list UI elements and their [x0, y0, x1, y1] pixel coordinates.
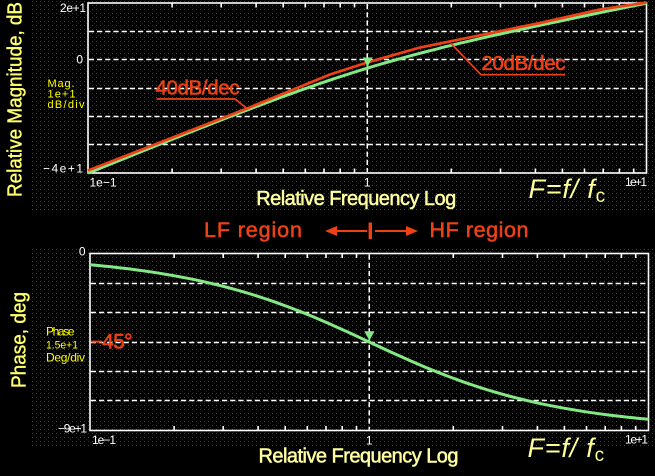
svg-text:Deg/div: Deg/div: [46, 351, 85, 365]
svg-text:Relative Frequency Log: Relative Frequency Log: [256, 188, 456, 210]
svg-text:LF region: LF region: [204, 218, 302, 242]
svg-text:1e−1: 1e−1: [90, 176, 117, 190]
svg-text:1e−1: 1e−1: [92, 433, 116, 447]
svg-text:Relative Frequency Log: Relative Frequency Log: [259, 446, 459, 468]
svg-text:0: 0: [79, 245, 86, 259]
svg-text:Phase, deg: Phase, deg: [9, 292, 31, 388]
svg-text:1e+1: 1e+1: [48, 89, 76, 101]
svg-text:−9e+1: −9e+1: [58, 422, 87, 436]
svg-text:1e+1: 1e+1: [625, 175, 647, 189]
svg-text:2e+1: 2e+1: [60, 1, 86, 15]
svg-text:F=f/ fc: F=f/ fc: [529, 174, 606, 207]
svg-text:1e+1: 1e+1: [625, 433, 648, 447]
svg-text:1.5e+1: 1.5e+1: [46, 340, 78, 352]
svg-text:Mag.: Mag.: [48, 78, 75, 90]
svg-text:40dB/dec: 40dB/dec: [156, 77, 240, 100]
svg-text:HF region: HF region: [430, 218, 529, 242]
svg-text:dB/div: dB/div: [48, 99, 86, 111]
svg-text:−45°: −45°: [91, 331, 133, 354]
svg-text:1: 1: [364, 176, 371, 190]
svg-text:Relative Magnitude, dB: Relative Magnitude, dB: [5, 2, 27, 197]
svg-text:20dB/dec: 20dB/dec: [482, 52, 566, 75]
svg-text:F=f/ fc: F=f/ fc: [528, 433, 605, 466]
svg-text:Phase: Phase: [46, 325, 75, 339]
svg-text:−4e+1: −4e+1: [43, 162, 83, 176]
svg-text:0: 0: [76, 53, 83, 67]
svg-text:1: 1: [366, 434, 373, 448]
